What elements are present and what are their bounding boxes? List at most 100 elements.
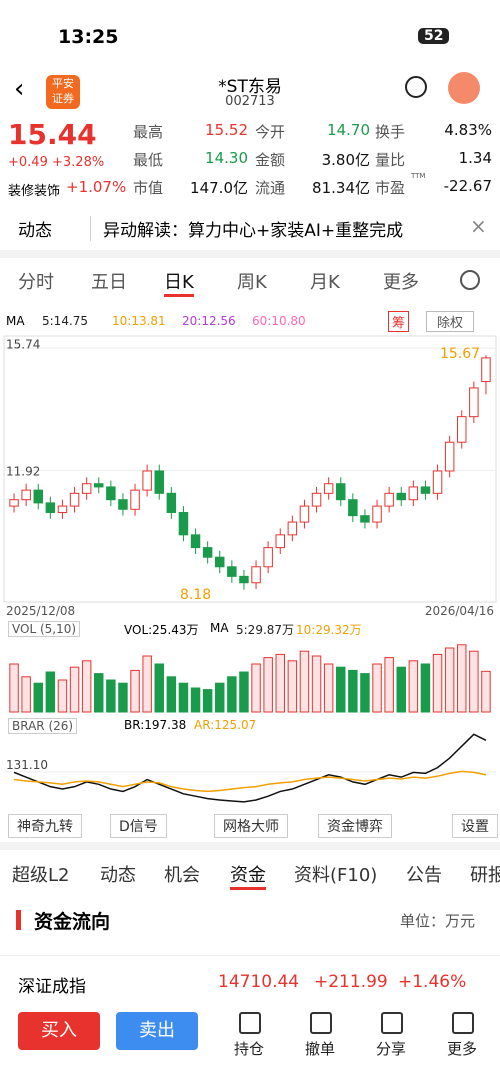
- section-tab[interactable]: 超级L2: [12, 865, 70, 886]
- stat-value: 15.52: [205, 121, 248, 139]
- stat-label: 最低: [133, 151, 164, 169]
- candle-body: [9, 499, 19, 507]
- action-button[interactable]: 持仓: [234, 1040, 265, 1058]
- ma-value: 10:13.81: [112, 314, 166, 328]
- tool-button[interactable]: 神奇九转: [8, 814, 82, 838]
- action-button[interactable]: 分享: [376, 1040, 407, 1058]
- candle-body: [21, 489, 31, 501]
- period-tab[interactable]: 周K: [237, 272, 267, 293]
- volume-bar: [227, 676, 237, 713]
- adjust-button[interactable]: 除权: [426, 311, 475, 332]
- volume-bar: [481, 670, 491, 713]
- volume-bar: [69, 666, 80, 713]
- candle-body: [323, 483, 334, 494]
- tool-button[interactable]: 资金博弈: [318, 814, 392, 838]
- volume-bar: [142, 655, 152, 713]
- period-tab[interactable]: 五日: [91, 272, 127, 293]
- volume-bar: [81, 660, 92, 713]
- ma-label: MA: [6, 314, 25, 328]
- stat-label: 今开: [255, 123, 286, 141]
- volume-bar: [130, 669, 140, 713]
- back-button[interactable]: ‹: [14, 74, 25, 104]
- y-tick-label: 15.74: [6, 337, 40, 351]
- y-tick-label: 11.92: [6, 464, 40, 478]
- period-tab[interactable]: 更多: [383, 272, 419, 293]
- stat-value: 81.34亿: [312, 179, 370, 197]
- stat-value: 1.34: [458, 149, 492, 167]
- candle-body: [251, 566, 261, 584]
- candle-body: [166, 492, 177, 513]
- candle-body: [33, 489, 43, 504]
- volume-bar: [202, 689, 213, 713]
- vol-ma5: 5:29.87万: [236, 623, 295, 637]
- volume-bar: [275, 653, 285, 713]
- volume-bar: [457, 644, 467, 713]
- candle-body: [239, 575, 249, 584]
- status-time: 13:25: [58, 26, 119, 48]
- section-tab[interactable]: 资金: [230, 861, 266, 890]
- change: +0.49: [8, 155, 48, 170]
- stat-value: 14.30: [205, 149, 248, 167]
- tool-button[interactable]: 设置: [452, 814, 498, 838]
- tool-button[interactable]: D信号: [110, 814, 167, 838]
- volume-bar: [396, 666, 406, 713]
- stat-value: 14.70: [327, 121, 370, 139]
- search-button[interactable]: [405, 76, 427, 98]
- volume-bar: [239, 671, 249, 713]
- close-button[interactable]: ×: [470, 214, 487, 238]
- candle-body: [94, 483, 104, 488]
- section-tab[interactable]: 资料(F10): [294, 865, 378, 886]
- volume-bar: [94, 673, 104, 713]
- candle-body: [311, 492, 322, 507]
- period-tab[interactable]: 月K: [310, 272, 340, 293]
- stat-label: 换手: [375, 123, 406, 141]
- volume-bar: [336, 666, 346, 713]
- volume-bar: [106, 679, 116, 713]
- period-tab[interactable]: 日K: [164, 268, 194, 297]
- index-pct: +1.46%: [398, 972, 467, 992]
- section-tab[interactable]: 机会: [164, 865, 200, 886]
- volume-bar: [444, 647, 455, 713]
- vol-label[interactable]: VOL (5,10): [8, 621, 81, 637]
- action-button[interactable]: 更多: [447, 1040, 478, 1058]
- section-tab[interactable]: 研报: [470, 865, 500, 886]
- period-tab[interactable]: 分时: [18, 272, 54, 293]
- section-tab[interactable]: 动态: [100, 865, 136, 886]
- stat-label: 市盈: [375, 179, 406, 197]
- index-value: 14710.44: [218, 972, 300, 992]
- candle-body: [202, 547, 213, 558]
- candle-body: [384, 492, 394, 507]
- candle-body: [299, 505, 310, 523]
- section-tab[interactable]: 公告: [406, 865, 442, 886]
- candle-body: [469, 387, 479, 418]
- volume-bar: [299, 650, 310, 713]
- news-text[interactable]: 异动解读：算力中心+家装AI+重整完成: [90, 216, 403, 241]
- avatar[interactable]: [448, 72, 480, 104]
- ma-value: 60:10.80: [252, 314, 306, 328]
- action-button[interactable]: 撤单: [305, 1040, 336, 1058]
- candle-body: [154, 470, 164, 494]
- sell-button[interactable]: 卖出: [116, 1012, 198, 1050]
- candle-body: [432, 470, 443, 494]
- volume-bar: [45, 671, 56, 713]
- stat-value: 147.0亿: [190, 179, 248, 197]
- brar-label[interactable]: BRAR (26): [8, 718, 78, 734]
- y-tick-label: 131.10: [6, 758, 48, 772]
- action-icon: [239, 1012, 261, 1034]
- ma-value: 5:14.75: [42, 314, 89, 328]
- tool-button[interactable]: 网格大师: [214, 814, 288, 838]
- buy-button[interactable]: 买入: [18, 1012, 100, 1050]
- volume-bar: [348, 669, 358, 713]
- candle-body: [69, 492, 80, 507]
- settings-button[interactable]: [460, 270, 480, 290]
- vol-ma: MA: [210, 621, 229, 635]
- chip-button[interactable]: 筹: [388, 311, 410, 332]
- volume-bar: [215, 682, 225, 713]
- candle-body: [481, 357, 491, 383]
- section-marker: [16, 910, 21, 930]
- stat-label: 金额: [255, 151, 286, 169]
- last-price-label: 15.67: [440, 346, 480, 362]
- stock-name: *ST东易: [218, 77, 282, 97]
- br-line: [13, 733, 487, 803]
- candle-body: [444, 441, 455, 472]
